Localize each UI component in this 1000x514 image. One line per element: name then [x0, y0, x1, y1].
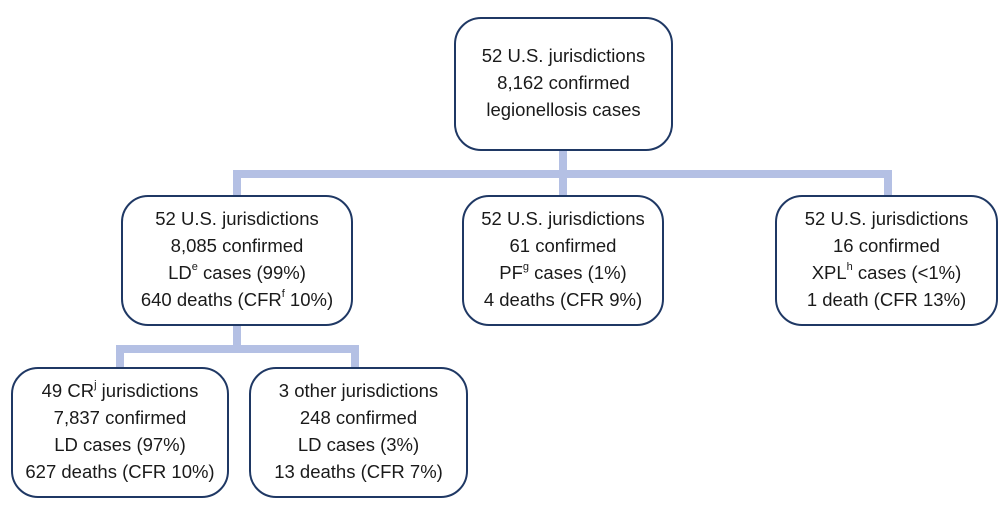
- node-text: LDe cases (99%): [168, 261, 306, 283]
- node-text: 248 confirmed: [300, 407, 417, 428]
- superscript: j: [93, 379, 96, 391]
- node-text: 52 U.S. jurisdictions: [805, 208, 968, 229]
- node-text: 627 deaths (CFR 10%): [25, 461, 214, 482]
- superscript: f: [282, 288, 286, 300]
- node-box: [462, 195, 664, 326]
- node-text: 8,085 confirmed: [171, 235, 304, 256]
- superscript: g: [523, 261, 529, 273]
- node-text: 52 U.S. jurisdictions: [155, 208, 318, 229]
- text-part: 640 deaths (CFR: [141, 289, 282, 310]
- connector: [233, 150, 892, 196]
- connectors: [116, 150, 892, 368]
- node-box: [775, 195, 998, 326]
- node-text: 13 deaths (CFR 7%): [274, 461, 443, 482]
- connector: [116, 325, 359, 368]
- node-text: 1 death (CFR 13%): [807, 289, 966, 310]
- node-box: [11, 367, 229, 498]
- text-part: XPL: [812, 262, 847, 283]
- text-part: cases (99%): [198, 262, 306, 283]
- text-part: jurisdictions: [97, 380, 199, 401]
- text-part: 10%): [285, 289, 333, 310]
- text-part: cases (<1%): [853, 262, 961, 283]
- node-text: 3 other jurisdictions: [279, 380, 438, 401]
- node-box: [121, 195, 353, 326]
- node-text: 8,162 confirmed: [497, 72, 630, 93]
- node-text: LD cases (3%): [298, 434, 419, 455]
- node-text: 49 CRj jurisdictions: [42, 379, 199, 401]
- node-text: PFg cases (1%): [499, 261, 626, 283]
- text-part: cases (1%): [529, 262, 627, 283]
- text-part: PF: [499, 262, 523, 283]
- node-box: [249, 367, 468, 498]
- node-text: 52 U.S. jurisdictions: [482, 45, 645, 66]
- node-text: XPLh cases (<1%): [812, 261, 962, 283]
- node-text: 16 confirmed: [833, 235, 940, 256]
- node-text: LD cases (97%): [54, 434, 186, 455]
- node-text: legionellosis cases: [486, 99, 640, 120]
- text-part: LD: [168, 262, 192, 283]
- node-box: [454, 17, 673, 151]
- node-text: 52 U.S. jurisdictions: [481, 208, 644, 229]
- node-text: 7,837 confirmed: [54, 407, 187, 428]
- text-part: 49 CR: [42, 380, 94, 401]
- node-text: 61 confirmed: [510, 235, 617, 256]
- superscript: e: [192, 261, 198, 273]
- node-text: 4 deaths (CFR 9%): [484, 289, 642, 310]
- node-text: 640 deaths (CFRf 10%): [141, 288, 333, 310]
- superscript: h: [847, 261, 853, 273]
